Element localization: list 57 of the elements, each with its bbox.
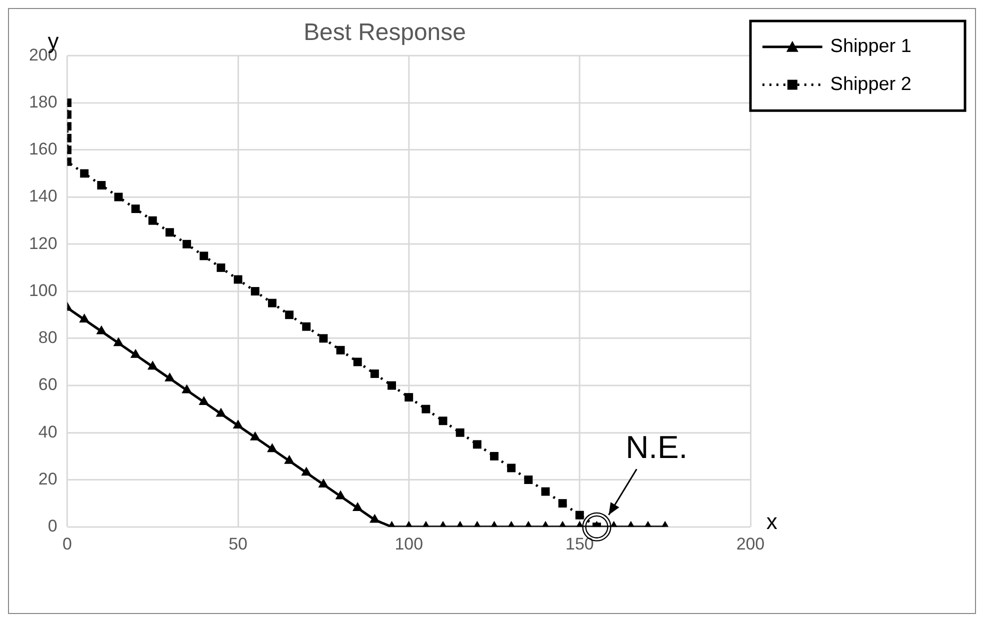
point: [250, 431, 260, 440]
point: [147, 360, 158, 370]
legend-label: Shipper 2: [830, 74, 912, 95]
point: [319, 334, 328, 343]
point: [148, 216, 157, 225]
x-tick-label: 200: [736, 534, 765, 554]
y-tick-label: 60: [38, 375, 58, 394]
y-tick-label: 180: [28, 92, 58, 112]
y-tick-label: 0: [48, 516, 58, 536]
y-tick-label: 160: [28, 140, 58, 159]
point: [97, 181, 106, 190]
x-tick-label: 100: [394, 534, 423, 554]
y-tick-label: 100: [28, 280, 58, 300]
point: [388, 381, 396, 390]
annotation: N.E.: [626, 428, 688, 465]
y-tick-label: 80: [38, 328, 58, 348]
point: [352, 502, 363, 512]
point: [80, 169, 89, 178]
y-tick-label: 120: [28, 234, 58, 253]
point: [114, 192, 123, 202]
y-tick-label: 40: [38, 422, 58, 442]
point: [113, 337, 124, 346]
point: [182, 384, 192, 394]
point: [96, 325, 107, 334]
y-tick-label: 20: [38, 469, 58, 488]
y-tick-label: 140: [28, 186, 58, 206]
point: [250, 287, 260, 296]
point: [335, 490, 346, 500]
point: [370, 514, 380, 523]
x-tick-label: 0: [62, 534, 72, 554]
point: [198, 396, 210, 405]
point: [165, 228, 174, 237]
legend-label: Shipper 1: [830, 36, 912, 58]
point: [200, 252, 208, 260]
point: [353, 358, 362, 366]
point: [267, 443, 278, 452]
chart-title: Best Response: [304, 18, 466, 46]
point: [130, 348, 141, 358]
x-axis-title: x: [766, 508, 778, 534]
point: [336, 346, 345, 354]
point: [268, 298, 276, 308]
point: [79, 314, 90, 323]
point: [216, 408, 226, 417]
point: [284, 454, 294, 464]
point: [318, 478, 329, 488]
point: [216, 263, 226, 272]
point: [234, 275, 242, 284]
point: [370, 370, 379, 378]
point: [131, 204, 140, 214]
point: [182, 240, 192, 248]
point: [301, 466, 312, 476]
point: [164, 372, 175, 382]
point: [232, 420, 244, 429]
point: [302, 322, 311, 331]
x-tick-label: 150: [566, 534, 594, 554]
x-tick-label: 50: [228, 534, 248, 554]
point: [285, 310, 294, 320]
